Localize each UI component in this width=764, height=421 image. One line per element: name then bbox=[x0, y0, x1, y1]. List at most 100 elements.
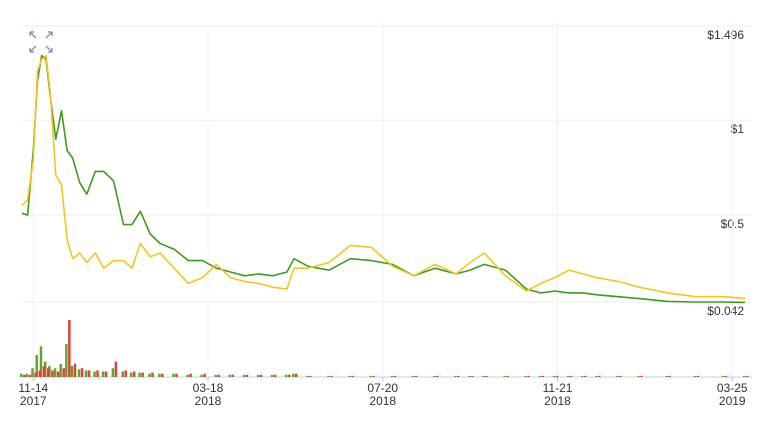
volume-bar bbox=[693, 375, 697, 377]
volume-bar bbox=[200, 374, 203, 377]
volume-bar bbox=[25, 373, 29, 377]
volume-bar bbox=[124, 370, 127, 377]
volume-bar bbox=[203, 373, 206, 377]
volume-bar bbox=[327, 375, 330, 377]
volume-bar bbox=[506, 375, 509, 377]
volume-bar bbox=[42, 366, 46, 377]
volume-bar bbox=[53, 368, 57, 377]
volume-bar bbox=[270, 374, 274, 377]
volume-bar bbox=[34, 372, 37, 377]
volume-bar bbox=[668, 375, 671, 377]
price-line bbox=[21, 54, 746, 300]
volume-bar bbox=[724, 375, 728, 377]
volume-bar bbox=[294, 373, 298, 377]
volume-bar bbox=[414, 375, 418, 377]
volume-bar bbox=[696, 375, 700, 377]
volume-bar bbox=[96, 370, 99, 377]
volume-bar bbox=[138, 372, 141, 377]
volume-bar bbox=[485, 375, 488, 377]
volume-bar bbox=[287, 374, 291, 377]
y-tick-label: $1 bbox=[731, 122, 745, 136]
volume-bar bbox=[245, 374, 249, 377]
volume-bar bbox=[468, 375, 471, 377]
x-tick-label: 03-25 2019 bbox=[716, 381, 748, 408]
expand-button[interactable] bbox=[29, 31, 53, 53]
x-tick-label: 11-14 2017 bbox=[18, 381, 49, 408]
plot-layer: $1.496$1$0.5$0.042 bbox=[20, 22, 752, 381]
volume-bar bbox=[284, 374, 288, 377]
volume-bar bbox=[23, 374, 26, 377]
volume-bar bbox=[524, 375, 528, 377]
volume-bar bbox=[31, 368, 34, 377]
volume-bar bbox=[566, 375, 570, 377]
volume-bar bbox=[93, 371, 96, 377]
volume-bar bbox=[721, 375, 725, 377]
volume-bar bbox=[175, 373, 178, 377]
volume-bar bbox=[665, 375, 668, 377]
volume-bar bbox=[46, 368, 50, 377]
volume-bar bbox=[87, 370, 91, 377]
volume-bar bbox=[580, 375, 584, 377]
volume-bar bbox=[637, 375, 640, 377]
volume-bar bbox=[186, 374, 189, 377]
volume-bar bbox=[70, 366, 74, 377]
volume-bar bbox=[73, 363, 77, 377]
volume-bar bbox=[390, 375, 394, 377]
volume-bar bbox=[348, 375, 351, 377]
volume-bar bbox=[594, 375, 598, 377]
volume-bar bbox=[742, 375, 746, 377]
volume-bar bbox=[172, 373, 175, 377]
volume-bar bbox=[111, 368, 115, 377]
volume-bar bbox=[65, 344, 68, 377]
volume-bar bbox=[555, 375, 559, 377]
volume-bar bbox=[228, 374, 232, 377]
volume-bar bbox=[214, 374, 217, 377]
volume-bar bbox=[616, 375, 619, 377]
volume-bar bbox=[369, 375, 372, 377]
volume-bar bbox=[151, 372, 154, 377]
volume-bar bbox=[527, 375, 531, 377]
volume-bar bbox=[242, 374, 246, 377]
volume-bar bbox=[330, 375, 333, 377]
volume-bar bbox=[457, 375, 460, 377]
volume-bar bbox=[114, 361, 118, 377]
volume-bar bbox=[62, 368, 65, 377]
volume-bar bbox=[411, 375, 415, 377]
volume-bar bbox=[101, 371, 105, 377]
volume-bar bbox=[471, 375, 474, 377]
volume-bar bbox=[77, 369, 81, 377]
y-tick-label: $0.042 bbox=[707, 304, 744, 318]
volume-bar bbox=[158, 373, 161, 377]
volume-bar bbox=[217, 374, 220, 377]
volume-bar bbox=[189, 373, 192, 377]
x-tick-label: 03-18 2018 bbox=[192, 381, 224, 408]
price-line bbox=[21, 54, 746, 304]
volume-bar bbox=[259, 374, 263, 377]
volume-bar bbox=[38, 370, 42, 377]
volume-bar bbox=[569, 375, 573, 377]
volume-bar bbox=[454, 375, 457, 377]
volume-bar bbox=[161, 373, 164, 377]
volume-bar bbox=[20, 373, 23, 377]
volume-bar bbox=[68, 320, 71, 377]
volume-bar bbox=[435, 375, 439, 377]
volume-bar bbox=[351, 375, 354, 377]
volume-bar bbox=[256, 374, 260, 377]
volume-bar bbox=[121, 371, 124, 377]
volume-bar bbox=[597, 375, 601, 377]
volume-bar bbox=[309, 375, 312, 377]
volume-bar bbox=[104, 371, 108, 377]
volume-bar bbox=[291, 373, 295, 377]
volume-bar bbox=[132, 371, 136, 377]
volume-bar bbox=[28, 374, 32, 377]
volume-bar bbox=[583, 375, 587, 377]
volume-bar bbox=[482, 375, 485, 377]
volume-bar bbox=[619, 375, 622, 377]
volume-bar bbox=[56, 371, 60, 377]
volume-bar bbox=[306, 375, 309, 377]
y-tick-label: $1.496 bbox=[707, 28, 744, 42]
volume-bar bbox=[35, 355, 39, 377]
volume-bar bbox=[231, 374, 235, 377]
